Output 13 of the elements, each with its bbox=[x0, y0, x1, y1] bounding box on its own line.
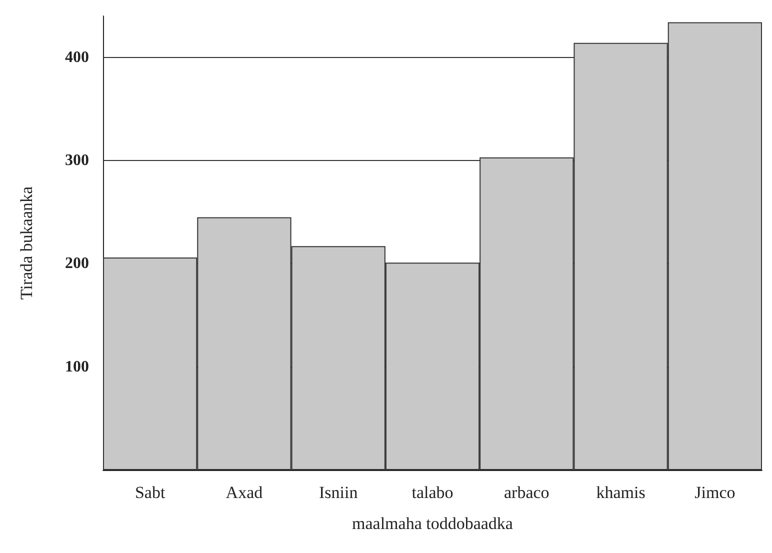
x-tick-label: khamis bbox=[596, 483, 646, 502]
x-tick-label: arbaco bbox=[504, 483, 550, 502]
y-tick-label: 400 bbox=[65, 48, 89, 66]
x-tick-label: Isniin bbox=[318, 483, 358, 502]
y-tick-label: 200 bbox=[65, 255, 89, 272]
y-tick-label: 300 bbox=[65, 152, 89, 169]
y-tick-label: 100 bbox=[65, 358, 89, 376]
x-tick-label: Jimco bbox=[694, 483, 736, 502]
x-tick-label: Sabt bbox=[134, 483, 166, 502]
x-tick-label: talabo bbox=[412, 483, 454, 502]
x-tick-label: Axad bbox=[226, 483, 264, 502]
x-axis-title: maalmaha toddobaadka bbox=[352, 514, 514, 533]
y-axis-title: Tirada bukaanka bbox=[17, 186, 36, 300]
